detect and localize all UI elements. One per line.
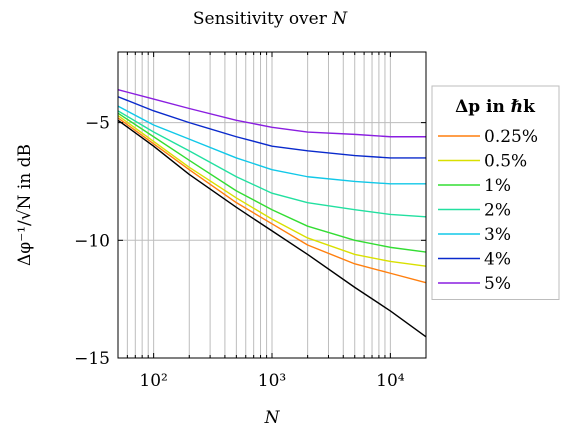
chart-title-variable: N [331,9,348,29]
series-line-4pct [117,96,426,159]
series-line-5pct [117,88,426,138]
plot-lines [117,88,427,338]
legend-box [431,85,560,300]
x-tick-label: 10³ [258,371,286,391]
x-axis-label: N [264,408,281,428]
legend-label: 2% [484,201,511,221]
series-line-3pct [117,105,426,185]
chart-title-text: Sensitivity over [193,9,332,29]
series-line-0-25pct [117,117,427,284]
series-line-0-5pct [117,114,427,267]
x-tick-label: 10⁴ [376,371,405,391]
x-tick-label: 10² [139,371,167,391]
legend-label: 5% [484,274,511,294]
axis-ticks: 10² 10³ 10⁴ −15 −10 −5 [74,52,427,391]
y-tick-label: −10 [74,231,110,251]
legend-label: 0.25% [484,127,538,147]
legend-title: Δp in ℏk [455,97,536,117]
y-axis-label: Δφ⁻¹/√N in dB [15,144,35,266]
legend: Δp in ℏk 0.25% 0.5% 1% 2% 3% 4% 5% [431,85,560,300]
series-line-2pct [117,110,427,218]
legend-label: 0.5% [484,152,527,172]
y-tick-label: −15 [74,349,110,369]
chart-title: Sensitivity over N [193,9,348,29]
legend-label: 4% [484,250,511,270]
series-line-reference [117,119,427,338]
grid-lines [117,52,427,359]
y-tick-label: −5 [85,114,110,134]
legend-label: 1% [484,176,511,196]
legend-label: 3% [484,225,511,245]
series-line-1pct [117,112,427,253]
